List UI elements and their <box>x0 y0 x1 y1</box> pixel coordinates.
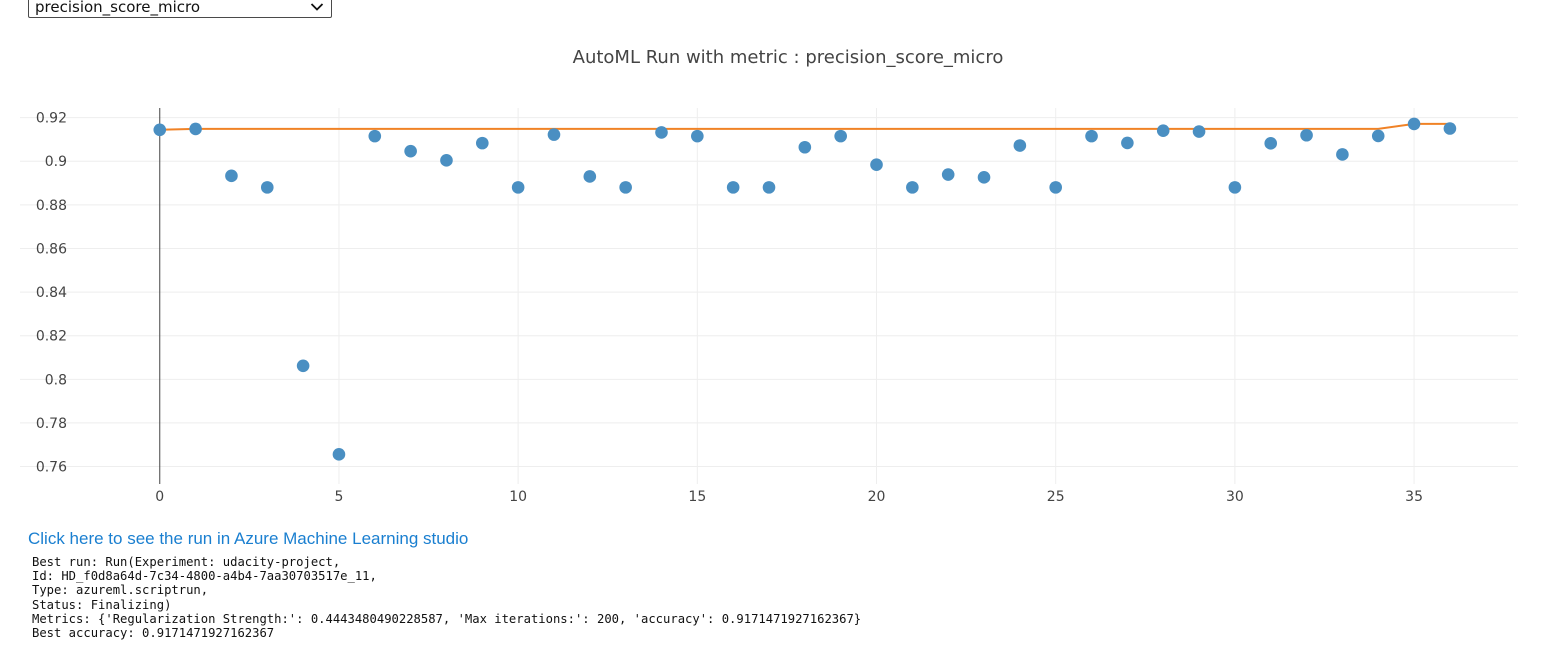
metric-scatter-chart: AutoML Run with metric : precision_score… <box>20 47 1518 505</box>
run-marker-34[interactable] <box>1371 129 1385 143</box>
run-marker-1[interactable] <box>189 122 202 136</box>
x-tick-label: 20 <box>868 489 886 505</box>
y-tick-label: 0.76 <box>36 460 67 476</box>
chart-axes: 0.76 0.78 0.8 0.82 0.84 0.86 0.88 0.9 0.92 0 5 10 15… <box>36 108 1423 505</box>
run-output-line: Status: Finalizing) <box>32 597 172 612</box>
metric-dropdown-value: precision_score_micro <box>35 0 201 16</box>
run-marker-8[interactable] <box>440 154 453 167</box>
run-marker-23[interactable] <box>977 171 991 184</box>
run-markers <box>153 117 1457 461</box>
run-marker-12[interactable] <box>583 170 597 183</box>
run-marker-19[interactable] <box>834 129 847 143</box>
x-tick-label: 35 <box>1405 489 1423 505</box>
run-marker-17[interactable] <box>762 181 776 194</box>
y-tick-label: 0.84 <box>36 285 67 301</box>
run-marker-10[interactable] <box>511 181 525 194</box>
run-output-line: Type: azureml.scriptrun, <box>32 583 209 598</box>
x-tick-label: 25 <box>1047 489 1065 505</box>
metric-dropdown[interactable]: precision_score_micro <box>28 0 332 18</box>
x-tick-label: 0 <box>155 489 164 505</box>
run-marker-30[interactable] <box>1228 181 1242 194</box>
run-marker-29[interactable] <box>1192 125 1206 138</box>
run-output-line: Metrics: {'Regularization Strength:': 0.… <box>32 611 862 626</box>
run-marker-25[interactable] <box>1049 181 1062 194</box>
azure-studio-link[interactable]: Click here to see the run in Azure Machi… <box>28 529 469 548</box>
run-output-line: Id: HD_f0d8a64d-7c34-4800-a4b4-7aa307035… <box>32 569 377 584</box>
run-output-line: Best run: Run(Experiment: udacity-projec… <box>32 555 341 569</box>
run-marker-33[interactable] <box>1336 148 1349 161</box>
y-tick-label: 0.88 <box>36 198 67 214</box>
run-marker-28[interactable] <box>1156 124 1170 137</box>
run-marker-20[interactable] <box>870 158 883 172</box>
y-tick-label: 0.78 <box>36 416 67 432</box>
x-tick-label: 10 <box>509 489 527 505</box>
run-marker-0[interactable] <box>153 123 167 137</box>
run-marker-18[interactable] <box>798 140 812 154</box>
x-tick-label: 15 <box>688 489 706 505</box>
run-marker-3[interactable] <box>260 181 274 194</box>
run-marker-5[interactable] <box>332 448 346 461</box>
run-marker-2[interactable] <box>225 169 238 183</box>
run-marker-26[interactable] <box>1085 129 1098 143</box>
run-marker-4[interactable] <box>296 359 310 373</box>
x-tick-label: 30 <box>1226 489 1244 505</box>
run-marker-24[interactable] <box>1013 139 1027 152</box>
run-marker-11[interactable] <box>547 128 561 141</box>
run-marker-6[interactable] <box>368 129 382 143</box>
run-marker-15[interactable] <box>691 129 704 143</box>
best-metric-series-line <box>159 122 1450 131</box>
run-marker-16[interactable] <box>726 181 740 194</box>
best-metric-line <box>159 122 1450 131</box>
run-marker-32[interactable] <box>1300 128 1313 142</box>
run-marker-14[interactable] <box>655 126 668 139</box>
chevron-down-icon <box>309 0 325 15</box>
run-marker-21[interactable] <box>906 181 919 194</box>
y-tick-label: 0.86 <box>36 241 67 257</box>
chart-grid <box>20 108 1518 484</box>
run-output: Best run: Run(Experiment: udacity-projec… <box>32 555 861 640</box>
run-marker-27[interactable] <box>1121 136 1134 150</box>
run-marker-36[interactable] <box>1443 122 1457 135</box>
run-marker-22[interactable] <box>941 168 955 181</box>
y-tick-label: 0.82 <box>36 329 67 345</box>
chart-title: AutoML Run with metric : precision_score… <box>573 47 1004 68</box>
run-marker-7[interactable] <box>404 144 417 158</box>
run-marker-9[interactable] <box>476 136 489 150</box>
y-tick-label: 0.8 <box>45 372 67 388</box>
run-output-line: Best accuracy: 0.9171471927162367 <box>32 626 275 641</box>
x-tick-label: 5 <box>334 489 343 505</box>
y-tick-label: 0.9 <box>45 154 67 170</box>
y-tick-label: 0.92 <box>36 111 67 127</box>
run-marker-35[interactable] <box>1407 117 1421 131</box>
run-marker-31[interactable] <box>1264 137 1278 150</box>
run-marker-13[interactable] <box>619 181 632 194</box>
